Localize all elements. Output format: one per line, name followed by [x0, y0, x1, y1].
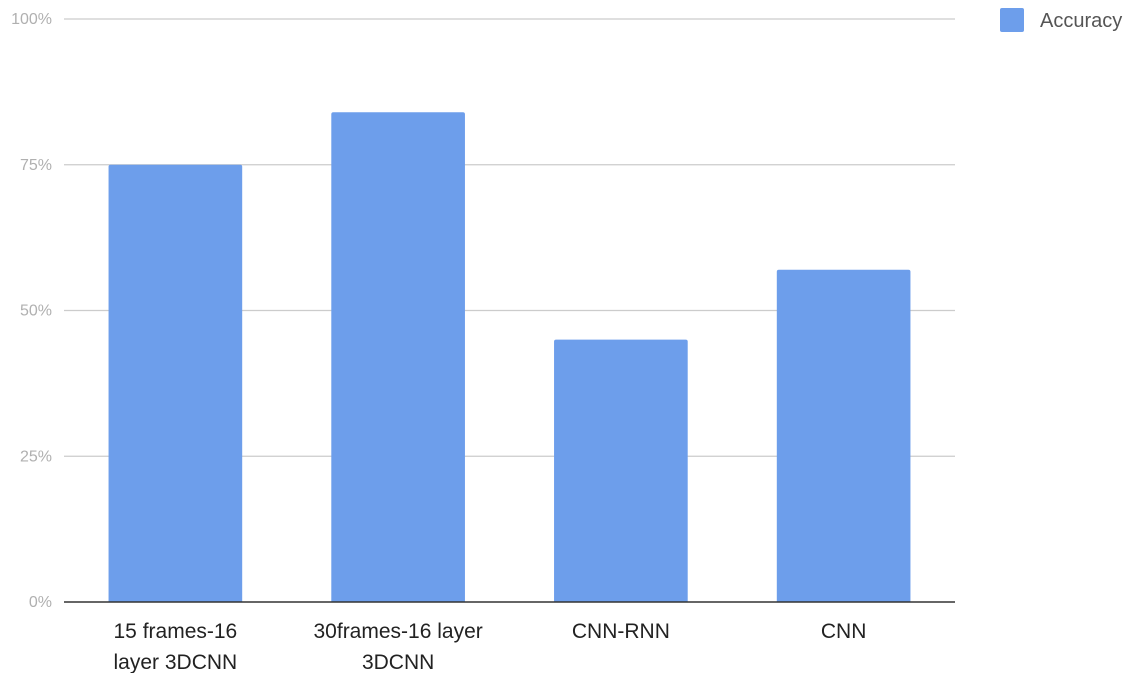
legend: Accuracy — [1000, 8, 1122, 32]
bar — [108, 164, 243, 602]
y-tick-labels: 0% 25% 50% 75% 100% — [11, 11, 52, 611]
x-tick-label: 15 frames-16 — [114, 620, 238, 643]
x-tick-label: 30frames-16 layer — [314, 620, 483, 643]
x-tick-label: layer 3DCNN — [114, 651, 238, 673]
y-tick-label: 25% — [20, 448, 52, 465]
legend-swatch — [1000, 8, 1024, 32]
y-tick-label: 100% — [11, 11, 52, 28]
x-tick-label: CNN-RNN — [572, 620, 670, 643]
bar — [554, 339, 688, 602]
y-tick-label: 75% — [20, 157, 52, 174]
x-tick-labels: 15 frames-16 layer 3DCNN 30frames-16 layer… — [114, 620, 867, 673]
y-tick-label: 50% — [20, 303, 52, 320]
x-tick-label: 3DCNN — [362, 651, 434, 673]
bar — [331, 112, 465, 602]
bar — [776, 269, 911, 602]
y-tick-label: 0% — [29, 594, 52, 611]
legend-label: Accuracy — [1040, 10, 1122, 32]
bars — [108, 112, 911, 602]
x-tick-label: CNN — [821, 620, 867, 643]
